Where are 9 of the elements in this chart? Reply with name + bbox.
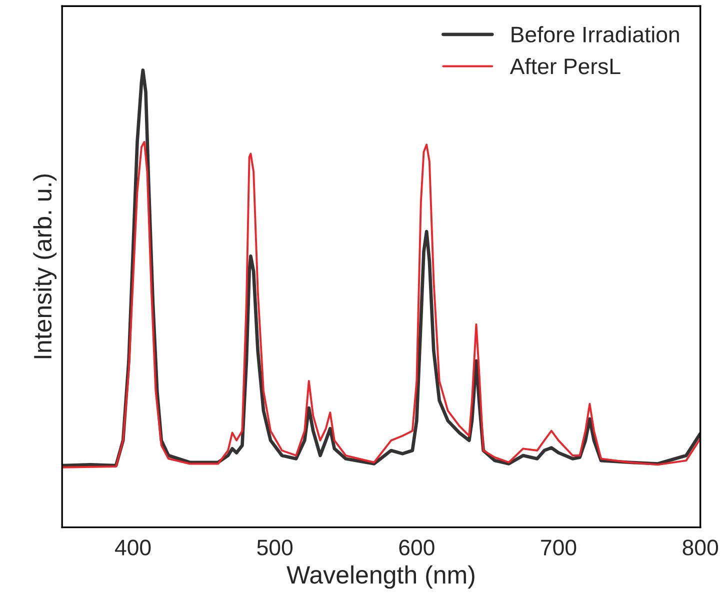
x-tick-label: 600	[399, 540, 434, 556]
x-tick-label: 800	[682, 540, 718, 556]
x-axis-title: Wavelength (nm)	[286, 565, 474, 589]
y-axis-title: Intensity (arb. u.)	[33, 174, 57, 358]
legend-label: Before Irradiation	[512, 26, 679, 42]
x-tick-label: 500	[257, 540, 293, 556]
x-tick-label: 400	[114, 540, 151, 556]
x-tick-label: 700	[541, 540, 576, 556]
legend-label: After PersL	[510, 58, 620, 74]
